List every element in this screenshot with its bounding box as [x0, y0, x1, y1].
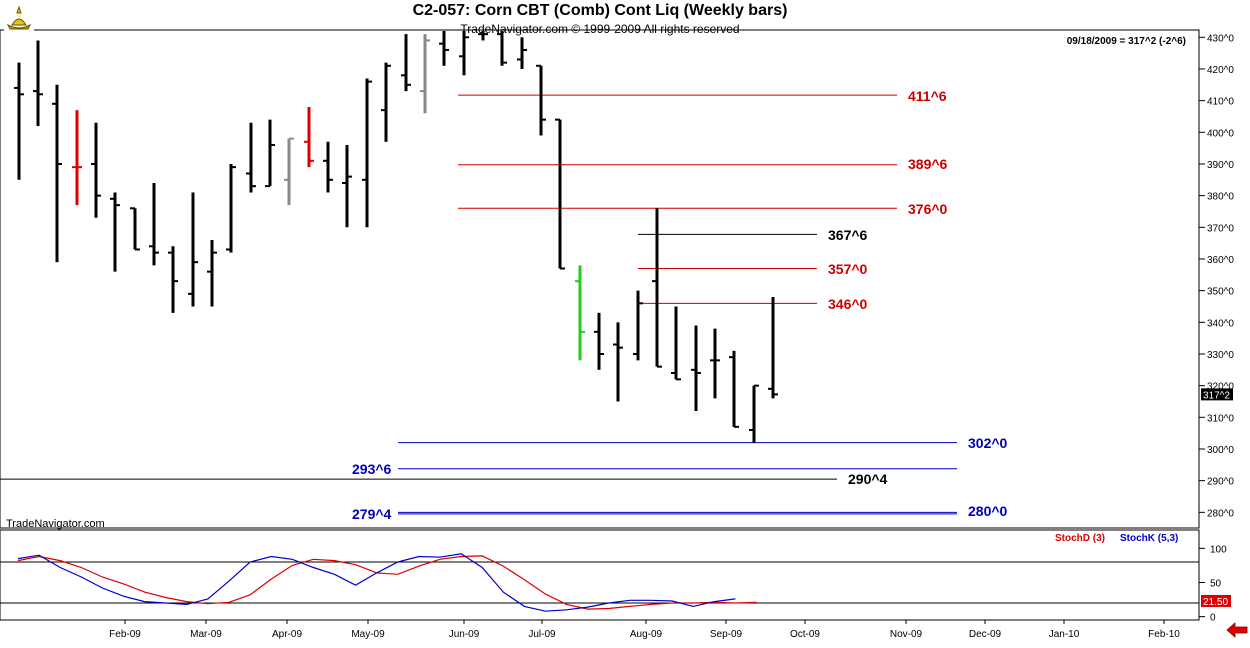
level-label: 357^0 [828, 261, 868, 277]
arrow-left-icon[interactable] [1226, 622, 1248, 638]
price-tick-label: 300^0 [1207, 445, 1234, 456]
wizard-lamp-icon[interactable] [4, 3, 34, 33]
level-label: 346^0 [828, 296, 868, 312]
last-price-label: 317^2 [1203, 390, 1230, 401]
month-label: Feb-10 [1148, 629, 1180, 640]
price-tick-label: 390^0 [1207, 160, 1234, 171]
level-label: 280^0 [968, 503, 1008, 519]
level-label: 302^0 [968, 435, 1008, 451]
month-label: Jul-09 [528, 629, 556, 640]
price-tick-label: 360^0 [1207, 255, 1234, 266]
month-label: Mar-09 [190, 629, 222, 640]
stochd-legend: StochD (3) [1055, 533, 1105, 544]
month-label: Aug-09 [630, 629, 663, 640]
level-label: 411^6 [908, 88, 947, 104]
price-tick-label: 330^0 [1207, 350, 1234, 361]
level-label: 279^4 [352, 506, 392, 522]
price-tick-label: 280^0 [1207, 508, 1234, 519]
price-tick-label: 340^0 [1207, 318, 1234, 329]
price-tick-label: 370^0 [1207, 223, 1234, 234]
stochd-line [17, 555, 757, 610]
price-tick-label: 380^0 [1207, 192, 1234, 203]
stoch-last-tag [1201, 594, 1231, 607]
month-label: Apr-09 [272, 629, 302, 640]
level-label: 367^6 [828, 227, 868, 243]
level-label: 389^6 [908, 156, 948, 172]
price-tick-label: 400^0 [1207, 128, 1234, 139]
stoch-tick-label: 50 [1210, 579, 1222, 590]
last-price-stamp: 09/18/2009 = 317^2 (-2^6) [1066, 36, 1186, 47]
level-label: 376^0 [908, 201, 948, 217]
price-tick-label: 350^0 [1207, 287, 1234, 298]
month-label: May-09 [351, 629, 385, 640]
price-tick-label: 410^0 [1207, 97, 1234, 108]
price-tick-label: 320^0 [1207, 382, 1234, 393]
month-label: Nov-09 [890, 629, 923, 640]
price-tick-label: 290^0 [1207, 477, 1234, 488]
stoch-last-label: 21.50 [1203, 597, 1228, 608]
month-label: Oct-09 [790, 629, 820, 640]
watermark: TradeNavigator.com [6, 518, 105, 530]
level-label: 293^6 [352, 461, 392, 477]
last-price-tag [1201, 388, 1233, 401]
level-label: 290^4 [848, 471, 888, 487]
stoch-tick-label: 0 [1210, 613, 1216, 624]
copyright-subtitle: TradeNavigator.com © 1999-2009 All right… [460, 22, 740, 36]
month-label: Jan-10 [1049, 629, 1080, 640]
price-panel [0, 29, 1200, 529]
month-label: Dec-09 [969, 629, 1002, 640]
stoch-tick-label: 100 [1210, 544, 1227, 555]
chart-title: C2-057: Corn CBT (Comb) Cont Liq (Weekly… [412, 2, 788, 19]
stochk-legend: StochK (5,3) [1120, 533, 1179, 544]
month-label: Sep-09 [710, 629, 743, 640]
stochastic-panel [0, 529, 1200, 621]
price-tick-label: 310^0 [1207, 413, 1234, 424]
stochk-line [17, 553, 736, 612]
price-tick-label: 430^0 [1207, 33, 1234, 44]
month-label: Jun-09 [449, 629, 480, 640]
month-label: Feb-09 [109, 629, 141, 640]
price-tick-label: 420^0 [1207, 65, 1234, 76]
